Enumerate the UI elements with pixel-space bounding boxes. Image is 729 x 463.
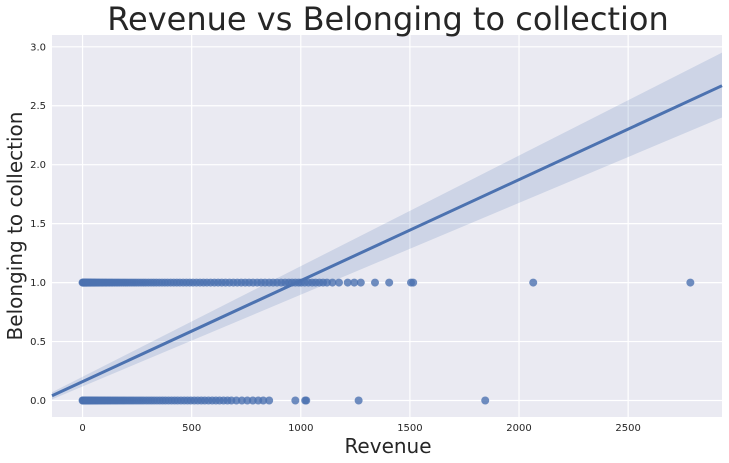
y-tick-label: 3.0 [30,42,46,53]
x-tick-label: 1500 [397,423,422,434]
plot-background [52,35,722,417]
data-point-collection [334,278,343,287]
data-point-collection [409,278,418,287]
data-point-no-collection [291,396,300,405]
y-tick-label: 0.5 [30,337,46,348]
confidence-band [52,52,722,400]
data-point-collection [343,278,352,287]
y-tick-label: 1.5 [30,219,46,230]
y-tick-label: 1.0 [30,278,46,289]
data-point-no-collection [302,396,311,405]
regression-line-layer [51,84,723,398]
data-point-no-collection [354,396,363,405]
data-point-collection [385,278,394,287]
y-axis-label: Belonging to collection [3,112,27,341]
data-point-no-collection [259,396,268,405]
y-tick-label: 2.0 [30,160,46,171]
confidence-band-layer [52,52,722,400]
x-tick-label: 0 [79,423,85,434]
tick-labels: 0 500 1000 1500 2000 2500 0.0 0.5 1.0 1.5 2.0 2.5 3.… [30,42,641,434]
data-point-no-collection [265,396,274,405]
y-tick-label: 0.0 [30,396,46,407]
data-point-collection [529,278,538,287]
data-point-collection [356,278,365,287]
data-point-collection [328,278,337,287]
x-tick-label: 500 [182,423,201,434]
x-tick-label: 1000 [288,423,313,434]
x-tick-label: 2000 [506,423,531,434]
data-point-collection [686,278,695,287]
y-tick-label: 2.5 [30,101,46,112]
data-point-collection [350,278,359,287]
data-point-collection [370,278,379,287]
data-point-no-collection [481,396,490,405]
regression-line [51,84,723,398]
x-tick-label: 2500 [615,423,640,434]
chart-title: Revenue vs Belonging to collection [107,0,669,38]
x-axis-label: Revenue [344,434,431,458]
